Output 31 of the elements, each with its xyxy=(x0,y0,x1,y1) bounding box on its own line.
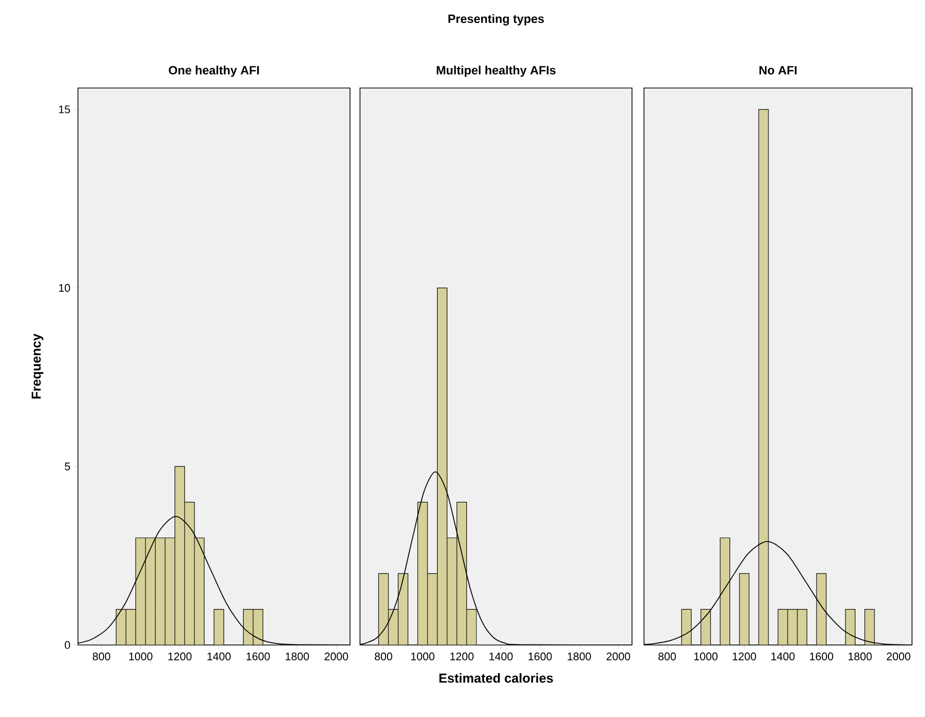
chart-title: No AFI xyxy=(759,66,797,74)
x-tick-label: 1200 xyxy=(168,652,192,660)
x-tick-label: 1600 xyxy=(810,652,834,660)
x-tick-label: 1000 xyxy=(411,652,434,660)
x-tick-label: 1800 xyxy=(568,652,591,660)
x-tick-label: 1800 xyxy=(848,652,872,660)
chart-title: Multipel healthy AFIs xyxy=(436,66,556,77)
x-tick-label: 1400 xyxy=(489,652,513,660)
x-tick-label: 800 xyxy=(374,652,392,660)
x-tick-label: 1600 xyxy=(246,652,270,660)
x-tick-label: 1200 xyxy=(450,652,474,660)
x-tick-label: 1000 xyxy=(129,652,152,660)
y-tick-label: 10 xyxy=(59,284,70,292)
y-tick-label: 0 xyxy=(64,641,70,649)
x-axis-title: Estimated calories xyxy=(439,673,553,683)
x-tick-label: 1200 xyxy=(732,652,756,660)
x-tick-label: 800 xyxy=(92,652,110,660)
x-tick-label: 1600 xyxy=(528,652,552,660)
y-axis-title: Frequency xyxy=(32,334,44,399)
text: Presenting types xyxy=(448,14,544,26)
x-tick-label: 1400 xyxy=(207,652,231,660)
x-tick-label: 2000 xyxy=(606,652,630,660)
y-tick-label: 15 xyxy=(59,106,70,114)
x-tick-label: 2000 xyxy=(324,652,348,660)
x-tick-label: 800 xyxy=(658,652,676,660)
x-tick-label: 1800 xyxy=(286,652,309,660)
chart-title: One healthy AFI xyxy=(168,66,259,77)
y-tick-label: 5 xyxy=(64,462,70,470)
x-tick-label: 2000 xyxy=(886,652,910,660)
x-tick-label: 1400 xyxy=(771,652,795,660)
x-tick-label: 1000 xyxy=(694,652,718,660)
